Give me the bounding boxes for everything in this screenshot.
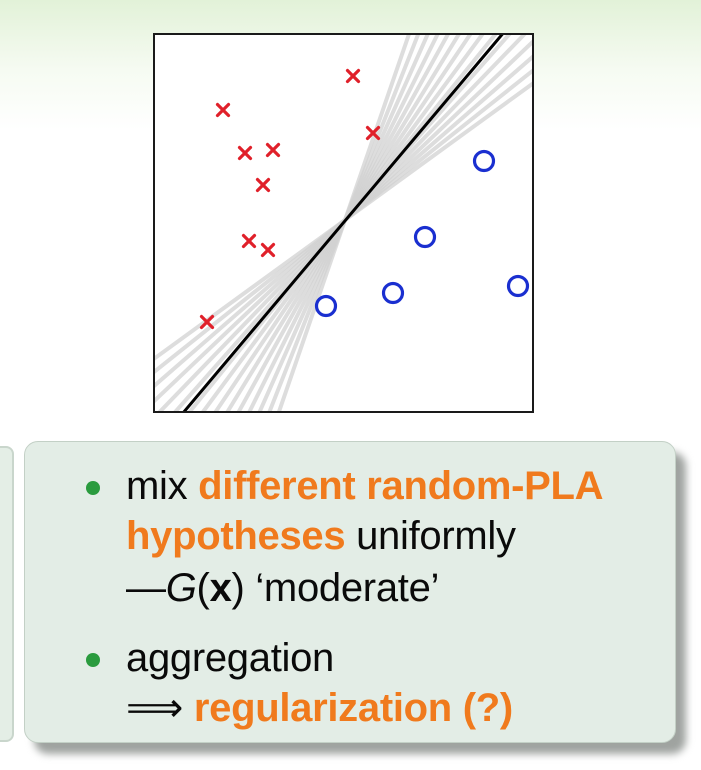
bullet-1-text-mix: mix xyxy=(126,464,199,508)
summary-callout: mix different random-PLA hypotheses unif… xyxy=(24,441,676,743)
bullet-1-highlight-b: hypotheses xyxy=(126,514,346,558)
aggregated-boundary-line xyxy=(182,35,504,411)
implies-arrow: ⟹ xyxy=(126,686,194,730)
bullet-2-line-2: ⟹ regularization (?) xyxy=(126,684,513,732)
bullet-1-line-3: —G(x) ‘moderate’ xyxy=(126,564,439,612)
bullet-1-line-2: hypotheses uniformly xyxy=(126,512,516,560)
bullet-1-highlight-a: different random-PLA xyxy=(198,464,604,508)
cross-point-5 xyxy=(365,125,381,141)
bullet-1-dash: — xyxy=(126,566,166,610)
cross-point-8 xyxy=(260,242,276,258)
circle-point-2 xyxy=(413,225,437,249)
circle-point-5 xyxy=(506,274,530,298)
cross-point-6 xyxy=(255,177,271,193)
bullet-1-moderate: ) ‘moderate’ xyxy=(231,566,440,610)
previous-callout-edge xyxy=(0,446,14,742)
cross-point-2 xyxy=(345,68,361,84)
circle-point-1 xyxy=(472,149,496,173)
circle-point-4 xyxy=(314,294,338,318)
bullet-1-text-uniformly: uniformly xyxy=(345,514,516,558)
plot-canvas xyxy=(155,35,532,411)
bullet-2-line-1: aggregation xyxy=(126,636,334,680)
aggregation-plot xyxy=(153,33,534,413)
circle-point-3 xyxy=(381,281,405,305)
bullet-2-highlight: regularization (?) xyxy=(193,686,513,730)
bullet-1-paren-open: ( xyxy=(196,566,210,610)
cross-point-7 xyxy=(241,233,257,249)
bullet-1-x: x xyxy=(209,566,232,610)
bullet-1-line-1: mix different random-PLA xyxy=(126,462,604,510)
bullet-dot-2 xyxy=(86,653,100,667)
bullet-dot-1 xyxy=(86,481,100,495)
cross-point-9 xyxy=(199,314,215,330)
cross-point-1 xyxy=(215,102,231,118)
cross-point-4 xyxy=(265,142,281,158)
cross-point-3 xyxy=(237,145,253,161)
bullet-1-G: G xyxy=(165,566,197,610)
